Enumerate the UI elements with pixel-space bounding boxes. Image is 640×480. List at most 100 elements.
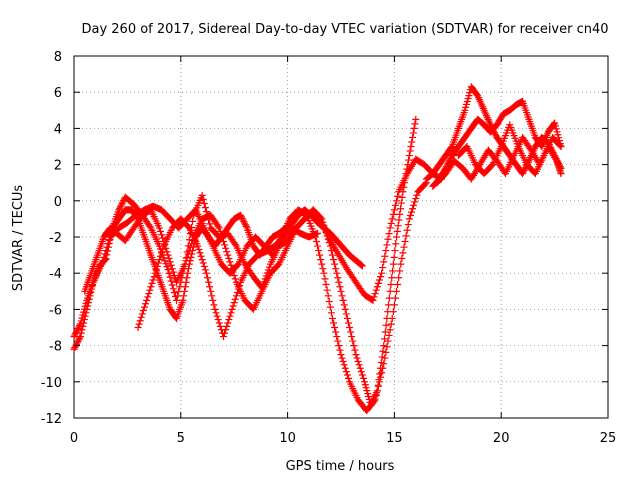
x-tick-label: 10 (279, 431, 296, 446)
data-point (361, 381, 369, 389)
data-point (165, 269, 173, 277)
data-point (211, 305, 219, 313)
data-point (75, 336, 83, 344)
data-point (402, 232, 410, 240)
data-point (231, 295, 239, 303)
data-point (198, 256, 206, 264)
data-point (314, 242, 322, 250)
data-point (163, 248, 171, 256)
data-point (354, 357, 362, 365)
data-point (179, 296, 187, 304)
data-point (198, 191, 206, 199)
data-point (241, 219, 249, 227)
data-point (335, 278, 343, 286)
data-point (115, 206, 123, 214)
data-point (98, 260, 106, 268)
data-point (74, 325, 82, 333)
y-tick-label: -8 (49, 340, 62, 355)
data-point (139, 307, 147, 315)
data-point (338, 292, 346, 300)
data-point (521, 165, 529, 173)
data-point (160, 254, 168, 262)
data-point (355, 361, 363, 369)
data-point (381, 328, 389, 336)
data-point (326, 303, 334, 311)
data-point (76, 321, 84, 329)
data-point (75, 323, 83, 331)
data-point (393, 287, 401, 295)
data-point (166, 273, 174, 281)
data-point (384, 337, 392, 345)
x-tick-label: 0 (70, 431, 78, 446)
data-point (167, 261, 175, 269)
data-point (72, 329, 80, 337)
data-point (447, 144, 455, 152)
data-point (382, 321, 390, 329)
data-point (210, 301, 218, 309)
data-point (119, 198, 127, 206)
data-point (341, 305, 349, 313)
data-point (101, 250, 109, 258)
data-point (359, 374, 367, 382)
data-point (391, 294, 399, 302)
data-point (154, 259, 162, 267)
data-point (142, 300, 150, 308)
data-point (72, 328, 80, 336)
data-point (348, 333, 356, 341)
data-point (464, 95, 472, 103)
data-point (163, 263, 171, 271)
data-point (240, 218, 248, 226)
data-point (140, 303, 148, 311)
data-point (71, 331, 79, 339)
data-point (333, 269, 341, 277)
data-point (228, 265, 236, 273)
data-point (406, 212, 414, 220)
data-point (370, 397, 378, 405)
data-point (328, 251, 336, 259)
data-point (322, 281, 330, 289)
data-point (337, 351, 345, 359)
data-point (346, 324, 354, 331)
y-tick-label: 4 (54, 122, 62, 137)
data-point (365, 393, 373, 401)
data-point (236, 282, 244, 290)
data-point (265, 263, 273, 271)
data-point (100, 253, 108, 261)
y-tick-label: 6 (54, 86, 62, 101)
data-point (410, 124, 418, 132)
x-axis-label: GPS time / hours (286, 459, 395, 474)
chart-title: Day 260 of 2017, Sidereal Day-to-day VTE… (81, 22, 608, 37)
data-point (383, 343, 391, 351)
data-point (145, 290, 153, 298)
data-point (357, 261, 365, 269)
data-point (410, 201, 418, 209)
data-point (340, 361, 348, 369)
data-point (446, 155, 454, 163)
data-point (461, 106, 469, 114)
data-point (378, 269, 386, 277)
data-point (164, 266, 172, 274)
data-point (153, 262, 161, 270)
data-point (202, 269, 210, 277)
data-point (357, 368, 365, 376)
data-point (374, 279, 382, 287)
data-point (405, 152, 413, 160)
data-point (72, 340, 80, 348)
data-point (184, 269, 192, 277)
data-point (80, 308, 88, 316)
data-point (347, 328, 355, 336)
data-point (555, 134, 563, 142)
data-point (169, 268, 177, 276)
data-point (393, 233, 401, 241)
data-point (143, 296, 151, 304)
data-point (396, 267, 404, 275)
data-point (390, 253, 398, 261)
data-point (411, 198, 419, 206)
data-point (79, 311, 87, 319)
data-point (319, 265, 327, 273)
data-point (227, 261, 235, 269)
data-point (158, 249, 166, 257)
data-point (138, 310, 146, 318)
data-point (358, 262, 366, 270)
